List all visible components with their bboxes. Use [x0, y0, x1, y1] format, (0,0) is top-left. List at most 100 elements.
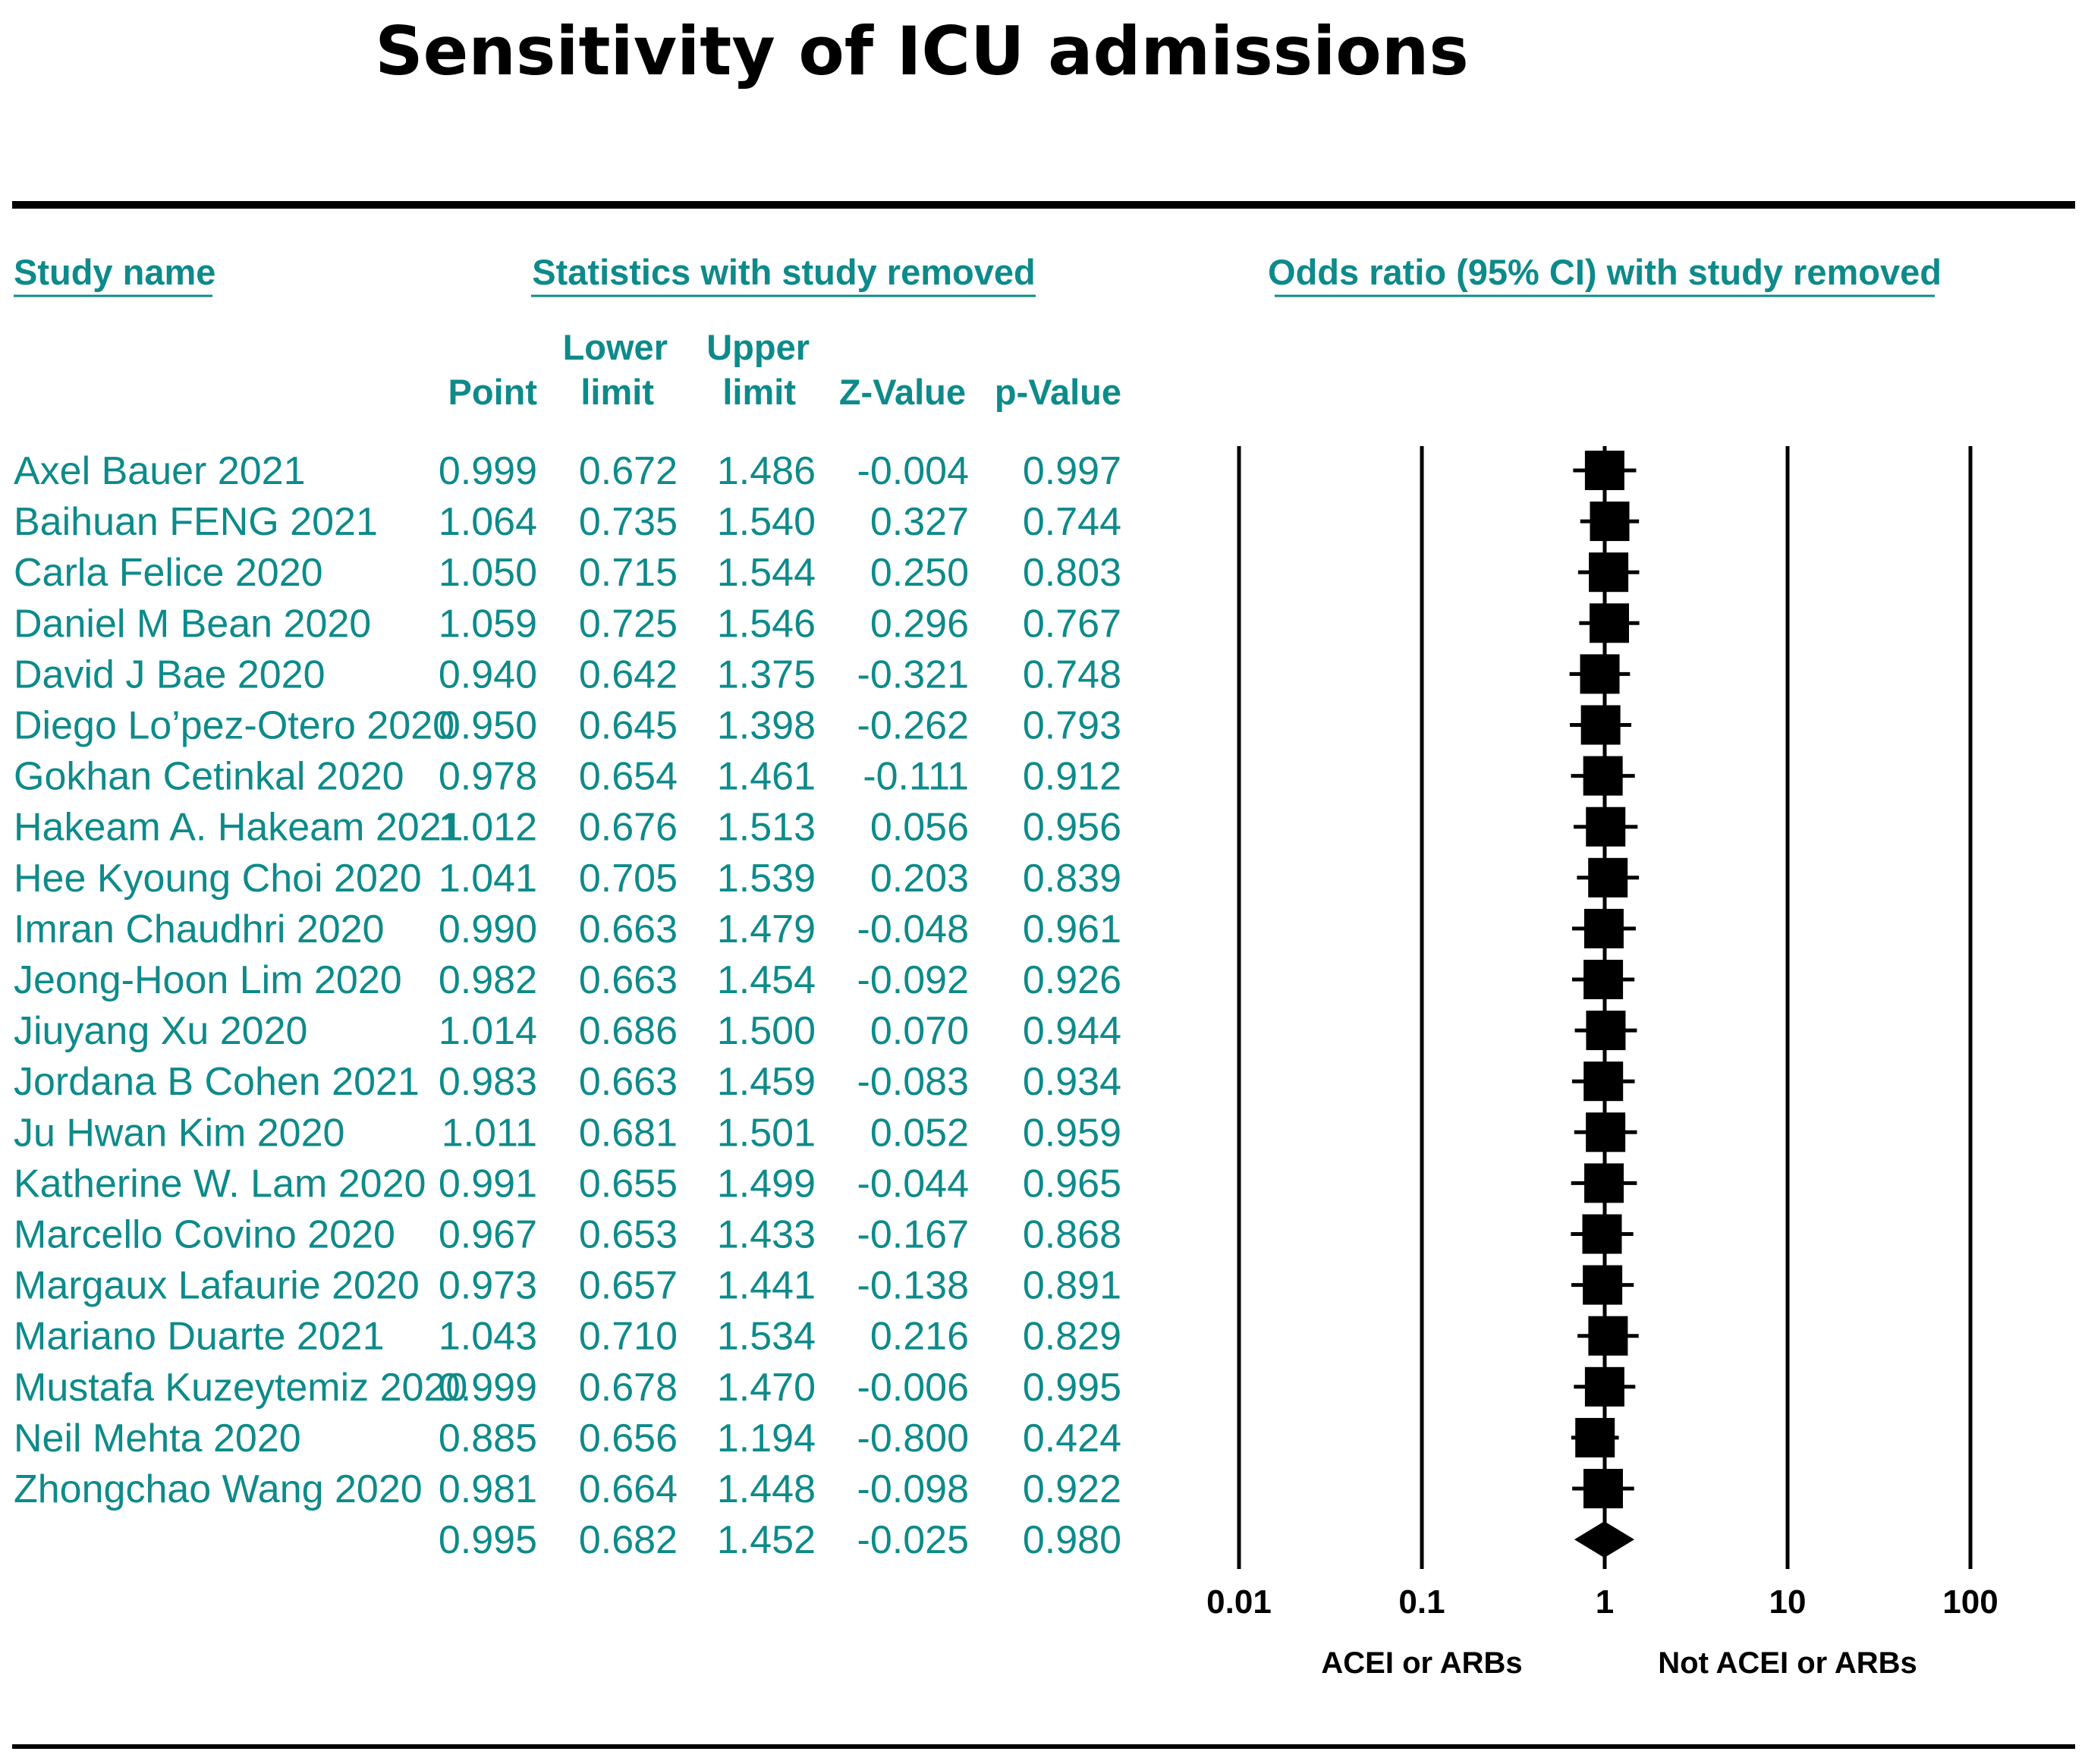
- point-square: [1580, 705, 1621, 745]
- cell-lower-limit: 0.686: [579, 1009, 678, 1053]
- cell-point: 0.981: [439, 1467, 537, 1511]
- cell-lower-limit: 0.715: [579, 551, 678, 595]
- cell-point: 0.982: [439, 958, 537, 1002]
- cell-z-value: 0.052: [870, 1111, 969, 1155]
- cell-p-value: 0.961: [1023, 907, 1121, 951]
- point-square: [1584, 1163, 1624, 1203]
- cell-upper-limit: 1.441: [717, 1264, 816, 1308]
- cell-lower-limit: 0.672: [579, 449, 678, 493]
- point-square: [1580, 654, 1620, 694]
- cell-point: 0.978: [439, 755, 537, 799]
- cell-point: 0.991: [439, 1162, 537, 1206]
- table-row: Baihuan FENG 2021 1.064 0.735 1.540 0.327 0.7…: [14, 500, 1121, 544]
- table-row: Zhongchao Wang 2020 0.981 0.664 1.448 -0.098…: [14, 1467, 1121, 1511]
- cell-point: 1.059: [439, 602, 537, 646]
- chart-title: Sensitivity of ICU admissions: [375, 12, 1469, 90]
- cell-z-value: -0.092: [857, 958, 969, 1002]
- cell-lower-limit: 0.655: [579, 1162, 678, 1206]
- cell-upper-limit: 1.501: [717, 1111, 816, 1155]
- cell-z-value: -0.138: [857, 1264, 969, 1308]
- point-square: [1584, 451, 1624, 490]
- study-name: Mustafa Kuzeytemiz 2020: [14, 1366, 467, 1410]
- study-name: Axel Bauer 2021: [14, 449, 306, 493]
- cell-p-value: 0.965: [1023, 1162, 1121, 1206]
- x-tick-label: 1: [1596, 1583, 1614, 1621]
- cell-p-value: 0.944: [1023, 1009, 1121, 1053]
- cell-point: 0.999: [439, 1366, 537, 1410]
- cell-p-value: 0.995: [1023, 1366, 1121, 1410]
- cell-p-value: 0.829: [1023, 1315, 1121, 1359]
- cell-p-value: 0.839: [1023, 857, 1121, 901]
- cell-z-value: -0.004: [857, 449, 969, 493]
- cell-point: 0.990: [439, 907, 537, 951]
- col-header-upper-1: Upper: [706, 327, 810, 367]
- point-square: [1583, 1469, 1623, 1508]
- cell-upper-limit: 1.540: [717, 500, 816, 544]
- cell-lower-limit: 0.681: [579, 1111, 678, 1155]
- cell-point: 1.064: [439, 500, 537, 544]
- cell-z-value: -0.044: [857, 1162, 969, 1206]
- study-name: Katherine W. Lam 2020: [14, 1162, 426, 1206]
- study-name: Mariano Duarte 2021: [14, 1315, 385, 1359]
- point-square: [1575, 1417, 1615, 1457]
- table-row: Gokhan Cetinkal 2020 0.978 0.654 1.461 -0.11…: [14, 755, 1121, 799]
- cell-point: 1.011: [442, 1111, 537, 1155]
- table-row: Jeong-Hoon Lim 2020 0.982 0.663 1.454 -0.092…: [14, 958, 1121, 1002]
- point-square: [1590, 603, 1629, 643]
- cell-z-value: -0.800: [857, 1417, 969, 1461]
- x-tick-label: 0.01: [1206, 1583, 1272, 1621]
- cell-p-value: 0.803: [1023, 551, 1121, 595]
- cell-p-value: 0.744: [1023, 500, 1121, 544]
- cell-lower-limit: 0.705: [579, 857, 678, 901]
- cell-p-value: 0.793: [1023, 704, 1121, 748]
- cell-p-value: 0.922: [1023, 1467, 1121, 1511]
- table-row: Imran Chaudhri 2020 0.990 0.663 1.479 -0.048…: [14, 907, 1121, 951]
- cell-p-value: 0.868: [1023, 1213, 1121, 1257]
- study-name: Gokhan Cetinkal 2020: [14, 755, 404, 799]
- cell-z-value: -0.006: [857, 1366, 969, 1410]
- study-name: David J Bae 2020: [14, 652, 325, 696]
- table-row: Margaux Lafaurie 2020 0.973 0.657 1.441 -0.1…: [14, 1264, 1121, 1308]
- cell-lower-limit: 0.663: [579, 958, 678, 1002]
- summary-cell-point: 0.995: [439, 1518, 537, 1562]
- study-name: Marcello Covino 2020: [14, 1213, 395, 1257]
- cell-z-value: 0.296: [870, 602, 969, 646]
- cell-z-value: -0.321: [857, 652, 969, 696]
- cell-z-value: 0.327: [870, 500, 969, 544]
- cell-point: 1.012: [439, 806, 537, 850]
- col-header-upper-2: limit: [722, 372, 796, 412]
- study-name: Diego Lo’pez-Otero 2020: [14, 704, 454, 748]
- point-square: [1586, 1011, 1626, 1051]
- cell-z-value: -0.048: [857, 907, 969, 951]
- point-square: [1583, 960, 1624, 999]
- cell-lower-limit: 0.642: [579, 652, 678, 696]
- cell-p-value: 0.912: [1023, 755, 1121, 799]
- cell-p-value: 0.956: [1023, 806, 1121, 850]
- study-name: Jiuyang Xu 2020: [14, 1009, 307, 1053]
- table-row: Hee Kyoung Choi 2020 1.041 0.705 1.539 0.203…: [14, 857, 1121, 901]
- cell-lower-limit: 0.735: [579, 500, 678, 544]
- table-row: Axel Bauer 2021 0.999 0.672 1.486 -0.004 0.99…: [14, 449, 1121, 493]
- cell-lower-limit: 0.653: [579, 1213, 678, 1257]
- cell-p-value: 0.959: [1023, 1111, 1121, 1155]
- cell-lower-limit: 0.664: [579, 1467, 678, 1511]
- cell-upper-limit: 1.461: [717, 755, 816, 799]
- study-rows: Axel Bauer 2021 0.999 0.672 1.486 -0.004 0.99…: [14, 449, 1121, 1562]
- cell-z-value: 0.203: [870, 857, 969, 901]
- cell-p-value: 0.424: [1023, 1417, 1121, 1461]
- cell-lower-limit: 0.725: [579, 602, 678, 646]
- cell-upper-limit: 1.539: [717, 857, 816, 901]
- cell-point: 0.967: [439, 1213, 537, 1257]
- cell-p-value: 0.934: [1023, 1060, 1121, 1104]
- point-square: [1583, 908, 1624, 948]
- cell-upper-limit: 1.486: [717, 449, 816, 493]
- cell-upper-limit: 1.433: [717, 1213, 816, 1257]
- col-header-z-value: Z-Value: [839, 372, 966, 412]
- favours-right-label: Not ACEI or ARBs: [1658, 1646, 1917, 1680]
- header-study-name: Study name: [14, 252, 215, 292]
- study-name: Jeong-Hoon Lim 2020: [14, 958, 402, 1002]
- summary-diamond: [1574, 1521, 1635, 1558]
- point-square: [1584, 1366, 1624, 1407]
- cell-upper-limit: 1.500: [717, 1009, 816, 1053]
